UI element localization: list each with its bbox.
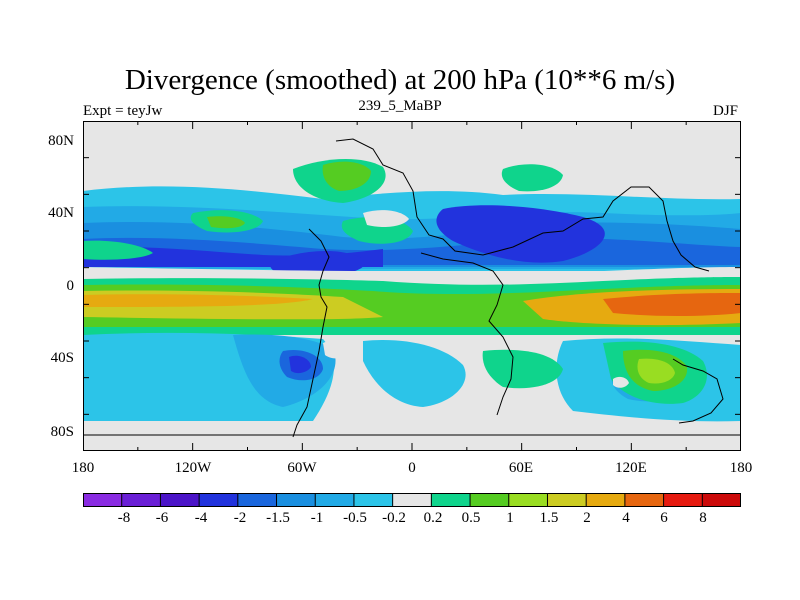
colorbar xyxy=(83,493,741,507)
contour-fill xyxy=(363,340,466,407)
y-tick-label: 80S xyxy=(50,424,74,440)
colorbar-swatch xyxy=(663,493,703,507)
contour-fill xyxy=(83,240,153,260)
contour-fill xyxy=(482,349,563,389)
x-tick-label: 0 xyxy=(408,460,416,476)
coastline xyxy=(292,228,330,438)
contour-fill xyxy=(501,164,563,192)
colorbar-swatch xyxy=(508,493,548,507)
contour-fill xyxy=(363,210,409,227)
colorbar-label: -0.5 xyxy=(343,510,367,526)
coastlines xyxy=(83,138,741,438)
y-tick-label: 0 xyxy=(66,278,75,294)
colorbar-label: -0.2 xyxy=(382,510,406,526)
chart-title: Divergence (smoothed) at 200 hPa (10**6 … xyxy=(124,64,676,96)
colorbar-swatch xyxy=(160,493,200,507)
colorbar-swatch xyxy=(431,493,471,507)
colorbar-label: -6 xyxy=(155,510,169,526)
run-label: 239_5_MaBP xyxy=(358,98,442,114)
colorbar-label: 0.2 xyxy=(423,510,443,526)
divergence-map xyxy=(83,121,741,451)
colorbar-label: 8 xyxy=(699,510,707,526)
colorbar-label: 0.5 xyxy=(461,510,481,526)
x-tick-label: 120E xyxy=(615,460,647,476)
colorbar-label: 1.5 xyxy=(539,510,559,526)
colorbar-swatch xyxy=(392,493,432,507)
colorbar-swatch xyxy=(237,493,277,507)
x-tick-label: 180 xyxy=(71,460,95,476)
y-tick-label: 40S xyxy=(50,350,74,366)
season-label: DJF xyxy=(712,103,738,119)
colorbar-label: -2 xyxy=(233,510,247,526)
coastline xyxy=(420,252,514,416)
colorbar-swatch xyxy=(315,493,355,507)
colorbar-swatch xyxy=(702,493,741,507)
colorbar-label: 1 xyxy=(506,510,514,526)
contour-fill xyxy=(603,293,741,316)
colorbar-label: -1 xyxy=(310,510,324,526)
colorbar-swatch xyxy=(276,493,316,507)
colorbar-swatch xyxy=(624,493,664,507)
contour-fill xyxy=(289,355,311,374)
y-tick-label: 40N xyxy=(48,205,74,221)
colorbar-swatch xyxy=(353,493,393,507)
contour-fill xyxy=(83,294,313,307)
colorbar-swatch xyxy=(470,493,510,507)
x-tick-label: 120W xyxy=(174,460,212,476)
contour-fill xyxy=(83,267,741,281)
y-tick-label: 80N xyxy=(48,133,74,149)
contour-fill xyxy=(207,216,245,229)
colorbar-label: -1.5 xyxy=(266,510,290,526)
contour-fill xyxy=(322,161,371,191)
x-tick-label: 180 xyxy=(729,460,753,476)
contour-fill xyxy=(613,376,629,388)
experiment-label: Expt = teyJw xyxy=(83,103,163,119)
x-tick-label: 60E xyxy=(508,460,534,476)
colorbar-swatch xyxy=(83,493,123,507)
colorbar-label: 4 xyxy=(622,510,630,526)
x-tick-label: 60W xyxy=(287,460,317,476)
colorbar-label: 6 xyxy=(660,510,668,526)
colorbar-swatch xyxy=(199,493,239,507)
colorbar-label: -8 xyxy=(117,510,131,526)
colorbar-swatch xyxy=(586,493,626,507)
colorbar-label: -4 xyxy=(194,510,208,526)
coastline xyxy=(335,138,710,272)
contour-fill xyxy=(323,340,351,359)
colorbar-swatch xyxy=(547,493,587,507)
contour-fill xyxy=(637,358,675,384)
colorbar-swatch xyxy=(121,493,161,507)
colorbar-label: 2 xyxy=(583,510,591,526)
tick-marks xyxy=(83,121,741,451)
contour-fill xyxy=(436,205,605,263)
coastline xyxy=(672,358,724,424)
colorbar-frame xyxy=(83,493,741,507)
